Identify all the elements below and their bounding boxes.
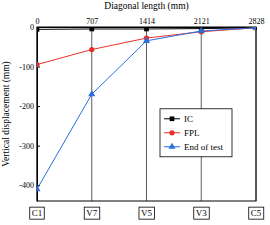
location-label: C5 bbox=[249, 207, 264, 219]
x-tick-mark bbox=[256, 27, 257, 30]
location-label: V5 bbox=[139, 207, 154, 219]
data-point bbox=[37, 62, 40, 67]
series-line bbox=[37, 28, 256, 189]
x-tick-label: 707 bbox=[86, 17, 98, 26]
legend-label: End of test bbox=[184, 142, 223, 152]
x-tick-label: 1414 bbox=[139, 17, 155, 26]
location-text: V3 bbox=[196, 208, 207, 218]
y-tick-label: -200 bbox=[19, 102, 34, 111]
data-point bbox=[89, 47, 94, 52]
y-axis: -400 -300 -200 -100 0 bbox=[19, 23, 40, 201]
location-label: V3 bbox=[194, 207, 209, 219]
location-box bbox=[30, 207, 45, 219]
y-tick: -100 bbox=[19, 63, 40, 72]
data-point bbox=[37, 185, 41, 191]
legend: IC FPL End of test bbox=[160, 109, 232, 157]
data-point bbox=[89, 27, 94, 31]
data-point bbox=[37, 27, 39, 32]
y-tick: -200 bbox=[19, 102, 40, 111]
y-tick-label: 0 bbox=[30, 23, 34, 32]
legend-box bbox=[160, 109, 232, 157]
location-text: V5 bbox=[141, 208, 152, 218]
x-axis: 0 707 1414 2121 2828 bbox=[36, 17, 265, 30]
location-text: C5 bbox=[251, 208, 262, 218]
legend-marker bbox=[169, 130, 174, 135]
series-group bbox=[37, 27, 256, 191]
location-text: C1 bbox=[32, 208, 43, 218]
location-text: V7 bbox=[86, 208, 97, 218]
x-tick-label: 2828 bbox=[249, 17, 265, 26]
legend-marker bbox=[170, 116, 175, 121]
x-axis-title: Diagonal length (mm) bbox=[104, 1, 188, 12]
y-tick-label: -400 bbox=[19, 181, 34, 190]
x-tick-label: 2121 bbox=[194, 17, 210, 26]
location-label: V7 bbox=[84, 207, 99, 219]
y-tick-mark bbox=[37, 106, 40, 107]
data-point bbox=[144, 27, 149, 31]
location-box bbox=[84, 207, 99, 219]
legend-label: IC bbox=[184, 114, 193, 124]
location-box bbox=[249, 207, 264, 219]
y-tick-label: -100 bbox=[19, 63, 34, 72]
chart: 0 707 1414 2121 2828 -400 -300 -200 -100 0 IC FPL En… bbox=[0, 0, 270, 225]
data-point bbox=[88, 90, 95, 96]
data-point bbox=[143, 37, 150, 43]
y-axis-line bbox=[37, 28, 38, 202]
plot-frame bbox=[37, 27, 256, 201]
y-tick: 0 bbox=[30, 23, 40, 32]
y-tick: -300 bbox=[19, 142, 40, 151]
grid-line bbox=[91, 27, 92, 201]
y-tick-label: -300 bbox=[19, 142, 34, 151]
y-tick-mark bbox=[37, 146, 40, 147]
y-axis-title: Vertical displacement (mm) bbox=[1, 61, 12, 167]
data-point bbox=[198, 27, 205, 33]
location-label: C1 bbox=[30, 207, 45, 219]
y-tick: -400 bbox=[19, 181, 40, 190]
series-line bbox=[37, 28, 256, 65]
grid-line bbox=[146, 27, 147, 201]
legend-label: FPL bbox=[184, 128, 200, 138]
location-box bbox=[139, 207, 154, 219]
x-tick-label: 0 bbox=[36, 17, 40, 26]
legend-marker bbox=[168, 143, 175, 149]
location-box bbox=[194, 207, 209, 219]
data-point bbox=[252, 27, 256, 30]
plot-area: 0 707 1414 2121 2828 -400 -300 -200 -100 0 IC FPL En… bbox=[19, 17, 264, 202]
